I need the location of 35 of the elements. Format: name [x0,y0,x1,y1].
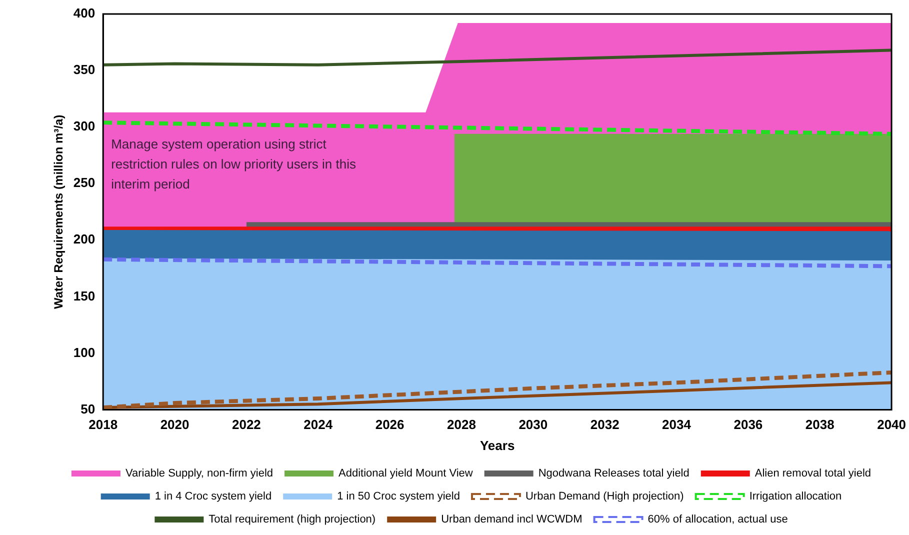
y-tick-label: 50 [80,401,96,416]
x-tick-label: 2018 [88,417,118,432]
y-tick-label: 150 [73,288,96,304]
x-tick-label: 2032 [590,417,620,432]
y-tick-label: 250 [73,175,96,190]
legend-label: Urban Demand (High projection) [525,490,684,503]
legend-label: Irrigation allocation [749,490,842,503]
legend-label: Alien removal total yield [754,468,872,480]
legend-label: Urban demand incl WCWDM [441,514,582,526]
legend-label: Additional yield Mount View [338,468,473,480]
legend-label: Ngodwana Releases total yield [538,468,690,480]
y-tick-label: 100 [73,344,96,360]
x-tick-label: 2026 [375,417,404,432]
x-tick-label: 2024 [304,417,334,432]
x-tick-label: 2036 [734,417,763,432]
x-tick-label: 2030 [518,417,548,432]
legend-label: 1 in 4 Croc system yield [154,490,272,503]
annotation: Manage system operation using strict restriction rules on low priority users in this interim period [111,136,360,192]
legend-label: 1 in 50 Croc system yield [337,490,460,503]
y-tick-label: 350 [73,62,96,78]
x-tick-label: 2028 [447,417,476,432]
legend-label: Variable Supply, non-firm yield [125,468,274,480]
x-tick-label: 2022 [232,417,261,432]
legend-label: 60% of allocation, actual use [648,514,788,526]
y-tick-label: 200 [73,232,96,247]
legend-label: Total requirement (high projection) [208,514,376,526]
x-tick-label: 2040 [877,417,906,432]
y-tick-label: 300 [73,118,96,134]
x-tick-label: 2038 [805,417,834,432]
line-series [103,370,892,410]
y-tick-label: 400 [73,6,96,21]
x-tick-label: 2020 [160,417,190,432]
y-axis-title: Water Requirements (million m³/a) [52,114,66,310]
x-tick-label: 2034 [662,417,692,432]
x-axis-title: Years [480,438,515,453]
